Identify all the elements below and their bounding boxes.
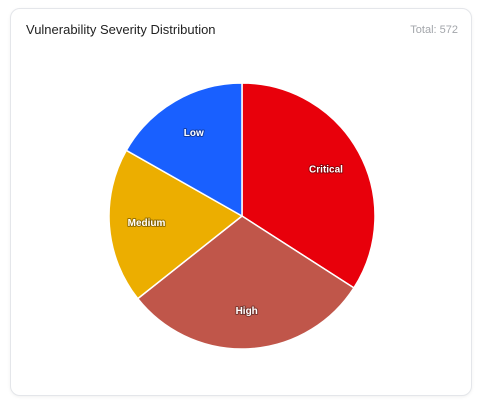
total-value: 572 <box>439 24 458 36</box>
slice-label-high: High <box>236 306 258 317</box>
pie-slice-high[interactable] <box>137 215 355 350</box>
pie-labels: Critical High Medium Low <box>127 127 345 318</box>
pie-slice-medium[interactable] <box>108 149 243 300</box>
total-count: Total: 572 <box>410 24 458 36</box>
pie-slices <box>108 82 376 350</box>
slice-label-medium: Medium <box>128 218 166 229</box>
slice-label-critical: Critical <box>309 165 343 176</box>
total-label: Total: <box>410 24 437 36</box>
slice-label-low: Low <box>184 128 204 139</box>
pie-slice-low[interactable] <box>125 82 243 217</box>
chart-title: Vulnerability Severity Distribution <box>26 22 216 37</box>
